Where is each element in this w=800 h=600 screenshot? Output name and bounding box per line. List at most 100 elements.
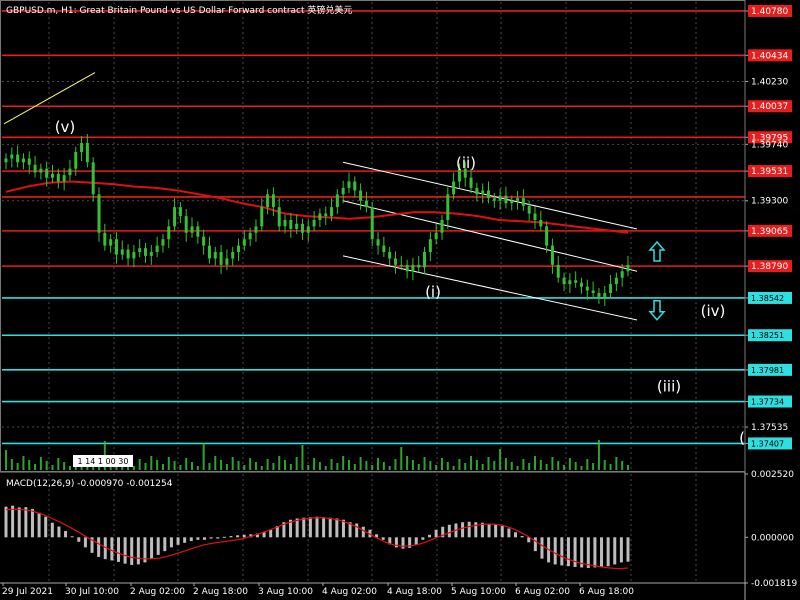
macd-histogram-bar <box>500 526 504 538</box>
price-tick-label: 1.39531 <box>751 167 788 177</box>
candle-body <box>178 207 182 217</box>
time-tick-label: 6 Aug 18:00 <box>579 587 634 597</box>
candle-body <box>364 200 368 208</box>
candle-body <box>266 194 270 208</box>
macd-histogram-bar <box>130 537 134 565</box>
macd-histogram-bar <box>461 522 465 538</box>
horizontal-levels <box>2 10 745 445</box>
macd-histogram-bar <box>427 534 431 538</box>
volume-bar <box>464 463 467 470</box>
volume-bar <box>249 458 252 470</box>
volume-bar <box>254 462 257 470</box>
macd-signal-line <box>5 508 629 570</box>
candle-body <box>260 207 264 227</box>
volume-bar <box>359 457 362 470</box>
wave-label: (v) <box>55 118 76 136</box>
price-tag-support <box>748 437 792 450</box>
wave-label: (i) <box>425 283 441 301</box>
macd-histogram-bar <box>573 537 577 567</box>
candle-body <box>237 245 241 253</box>
time-tick-label: 30 Jul 10:00 <box>65 587 119 597</box>
volume-bar <box>615 457 618 470</box>
volume-bar <box>324 466 327 470</box>
price-tick-label: 1.38542 <box>751 294 784 303</box>
candle-body <box>405 264 409 272</box>
candle-body <box>225 258 229 265</box>
macd-histogram-bar <box>441 526 445 538</box>
macd-histogram-bar <box>527 537 531 543</box>
macd-histogram-bar <box>341 519 345 538</box>
macd-histogram-bar <box>361 526 365 538</box>
candle-body <box>4 158 8 163</box>
candle-body <box>16 154 20 163</box>
macd-histogram-bar <box>103 537 107 560</box>
candle-body <box>347 181 351 188</box>
main-panel-frame <box>0 0 746 472</box>
price-tag-resistance <box>748 165 792 178</box>
volume-bar <box>272 463 275 470</box>
price-tick-label: 1.37981 <box>751 366 784 375</box>
volume-bar <box>627 465 629 470</box>
price-tag-resistance <box>748 100 792 113</box>
macd-histogram-bar <box>335 518 339 538</box>
volume-bar <box>208 463 211 470</box>
volume-bar <box>440 458 443 470</box>
time-tick-label: 5 Aug 10:00 <box>451 587 506 597</box>
candle-body <box>446 194 450 220</box>
volume-bar <box>545 464 548 470</box>
volume-bar <box>621 461 624 470</box>
volume-bar <box>191 462 194 470</box>
macd-histogram-bar <box>163 537 167 552</box>
volume-bar <box>347 460 350 470</box>
candle-body <box>417 264 421 268</box>
candle-body <box>603 293 607 297</box>
macd-histogram-bar <box>156 537 160 555</box>
candle-body <box>481 190 485 195</box>
macd-histogram-bar <box>600 537 604 567</box>
macd-histogram-bar <box>255 533 259 538</box>
candle-body <box>585 286 589 291</box>
volume-bar <box>63 462 66 470</box>
volume-bar <box>429 461 432 470</box>
volume-bar <box>382 462 385 470</box>
macd-histogram-bar <box>566 537 570 567</box>
macd-histogram-bar <box>626 537 630 562</box>
candle-body <box>335 194 339 208</box>
candle-body <box>300 223 304 233</box>
volume-bar <box>202 443 205 470</box>
macd-histogram-bar <box>64 531 68 538</box>
candle-body <box>568 280 572 285</box>
volume-bar <box>231 457 234 470</box>
volume-bar <box>313 458 316 470</box>
macd-histogram-bar <box>203 537 207 540</box>
channel-line-lower <box>342 255 638 321</box>
candle-body <box>556 264 560 278</box>
price-tick-label: 1.40434 <box>751 51 788 61</box>
macd-histogram-bar <box>275 526 279 538</box>
candle-body <box>486 190 490 199</box>
volume-bar <box>330 459 333 470</box>
macd-histogram-bar <box>394 537 398 548</box>
candle-body <box>68 168 72 176</box>
wave-label: ( <box>739 429 745 447</box>
volume-bar <box>539 460 542 470</box>
volume-bar <box>39 457 42 470</box>
volume-bar <box>551 457 554 470</box>
time-tick-label: 4 Aug 02:00 <box>322 587 377 597</box>
price-channel <box>342 161 638 321</box>
volume-bar <box>516 466 519 470</box>
volume-bar <box>481 464 484 470</box>
volume-bar <box>597 440 600 470</box>
candle-body <box>167 226 171 240</box>
price-tick-label: 1.39795 <box>751 133 788 143</box>
macd-histogram-bar <box>414 537 418 545</box>
macd-histogram-bar <box>17 507 21 538</box>
candle-body <box>56 173 60 182</box>
macd-histogram-bar <box>322 517 326 538</box>
macd-histogram-bar <box>262 532 266 538</box>
macd-histogram-bar <box>209 537 213 539</box>
macd-histogram-bar <box>553 537 557 565</box>
candle-body <box>231 252 235 259</box>
macd-histogram-bar <box>447 524 451 538</box>
